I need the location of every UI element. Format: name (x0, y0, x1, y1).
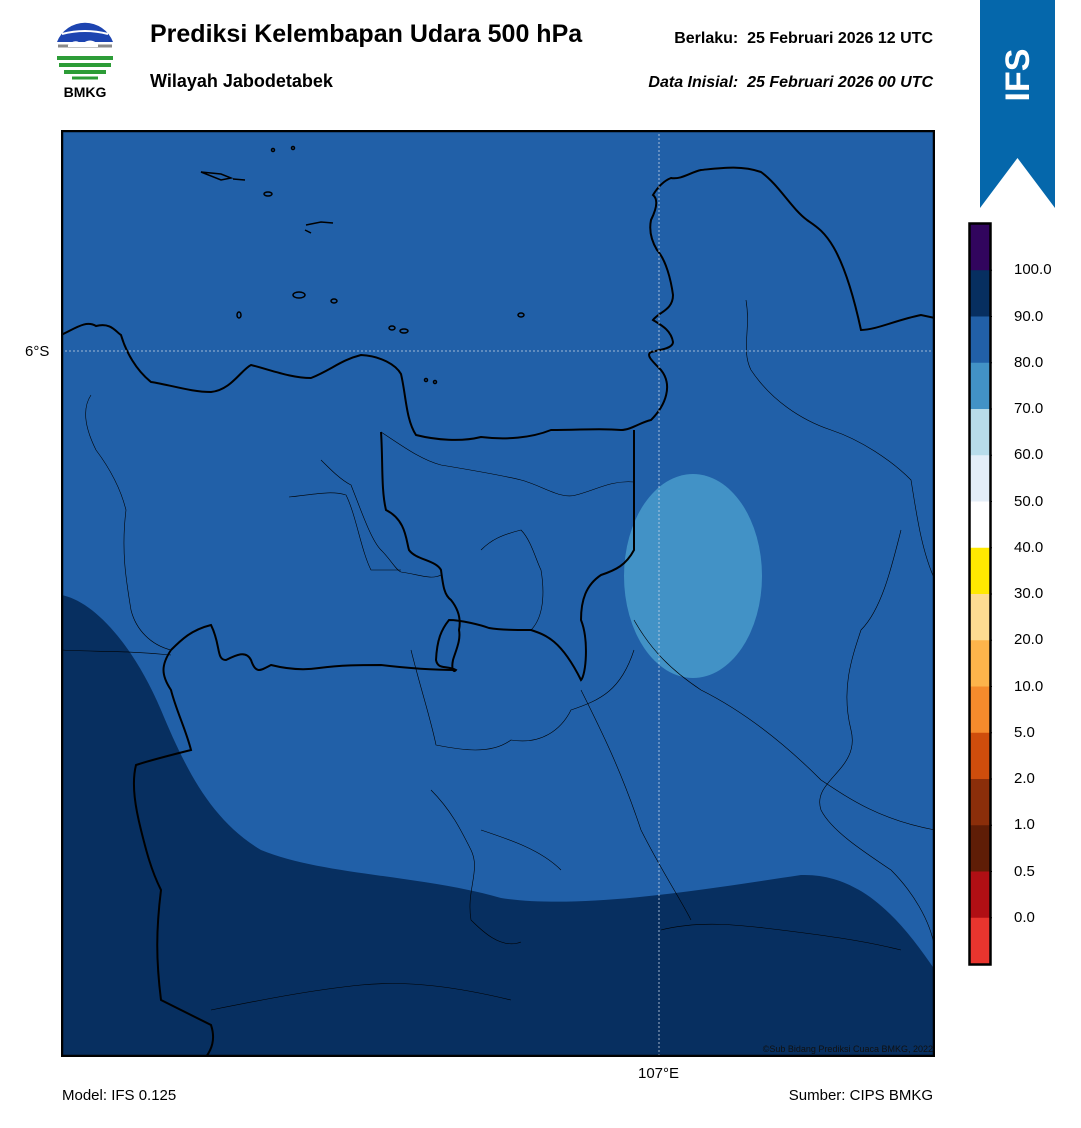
colorbar-segment (970, 224, 990, 271)
bmkg-logo-icon (50, 18, 120, 103)
colorbar-segment (970, 779, 990, 826)
colorbar-label: 0.0 (1014, 908, 1035, 926)
valid-label: Berlaku: (674, 30, 739, 47)
latitude-label: 6°S (25, 343, 50, 360)
humidity-zone-70-80 (624, 474, 762, 678)
colorbar-segment (970, 362, 990, 410)
map-frame (60, 129, 936, 1058)
ifs-label: IFS (999, 49, 1037, 102)
map-subtitle: Wilayah Jabodetabek (150, 71, 333, 91)
colorbar-segment (970, 547, 990, 595)
colorbar-segment (970, 316, 990, 364)
colorbar-label: 1.0 (1014, 816, 1035, 834)
colorbar-segment (970, 640, 990, 687)
init-time: Data Inisial: 25 Februari 2026 00 UTC (648, 74, 933, 92)
map-title: Prediksi Kelembapan Udara 500 hPa (150, 20, 583, 48)
islands (200, 145, 525, 385)
source-label: Sumber: CIPS BMKG (788, 1087, 933, 1104)
colorbar (968, 222, 992, 966)
bmkg-logo-text: BMKG (63, 84, 107, 100)
colorbar-label: 90.0 (1014, 307, 1044, 325)
colorbar-label: 20.0 (1014, 631, 1044, 649)
district-borders (60, 299, 936, 1011)
colorbar-label: 0.5 (1014, 862, 1035, 880)
colorbar-label: 70.0 (1014, 400, 1044, 417)
colorbar-label: 60.0 (1014, 446, 1044, 464)
colorbar-label: 40.0 (1014, 538, 1044, 556)
init-time-value: 25 Februari 2026 00 UTC (747, 74, 933, 91)
colorbar-label: 50.0 (1014, 492, 1044, 510)
copyright-text: ©Sub Bidang Prediksi Cuaca BMKG, 2022 (762, 1044, 933, 1054)
colorbar-segment (970, 917, 990, 965)
colorbar-segment (970, 825, 990, 872)
ifs-ribbon-text: IFS (980, 40, 1055, 110)
colorbar-label: 100.0 (1014, 261, 1052, 279)
longitude-label: 107°E (638, 1065, 680, 1082)
colorbar-label: 80.0 (1014, 353, 1044, 371)
colorbar-segment (970, 501, 990, 549)
ifs-ribbon (980, 0, 1055, 210)
colorbar-label: 10.0 (1014, 677, 1044, 695)
humidity-map[interactable] (60, 129, 936, 1058)
colorbar-label: 5.0 (1014, 723, 1035, 741)
colorbar-label: 30.0 (1014, 585, 1044, 602)
valid-time: Berlaku: 25 Februari 2026 12 UTC (674, 30, 933, 48)
colorbar-segment (970, 455, 990, 502)
model-label: Model: IFS 0.125 (62, 1087, 177, 1104)
colorbar-segment (970, 686, 990, 734)
colorbar-segment (970, 871, 990, 919)
valid-time-value: 25 Februari 2026 12 UTC (747, 30, 933, 47)
colorbar-segment (970, 732, 990, 780)
humidity-zone-90-100 (61, 595, 935, 1057)
colorbar-segment (970, 594, 990, 641)
colorbar-segment (970, 409, 990, 456)
init-label: Data Inisial: (648, 74, 739, 91)
colorbar-label: 2.0 (1014, 770, 1035, 787)
colorbar-segment (970, 270, 990, 317)
coastline (60, 166, 936, 1058)
